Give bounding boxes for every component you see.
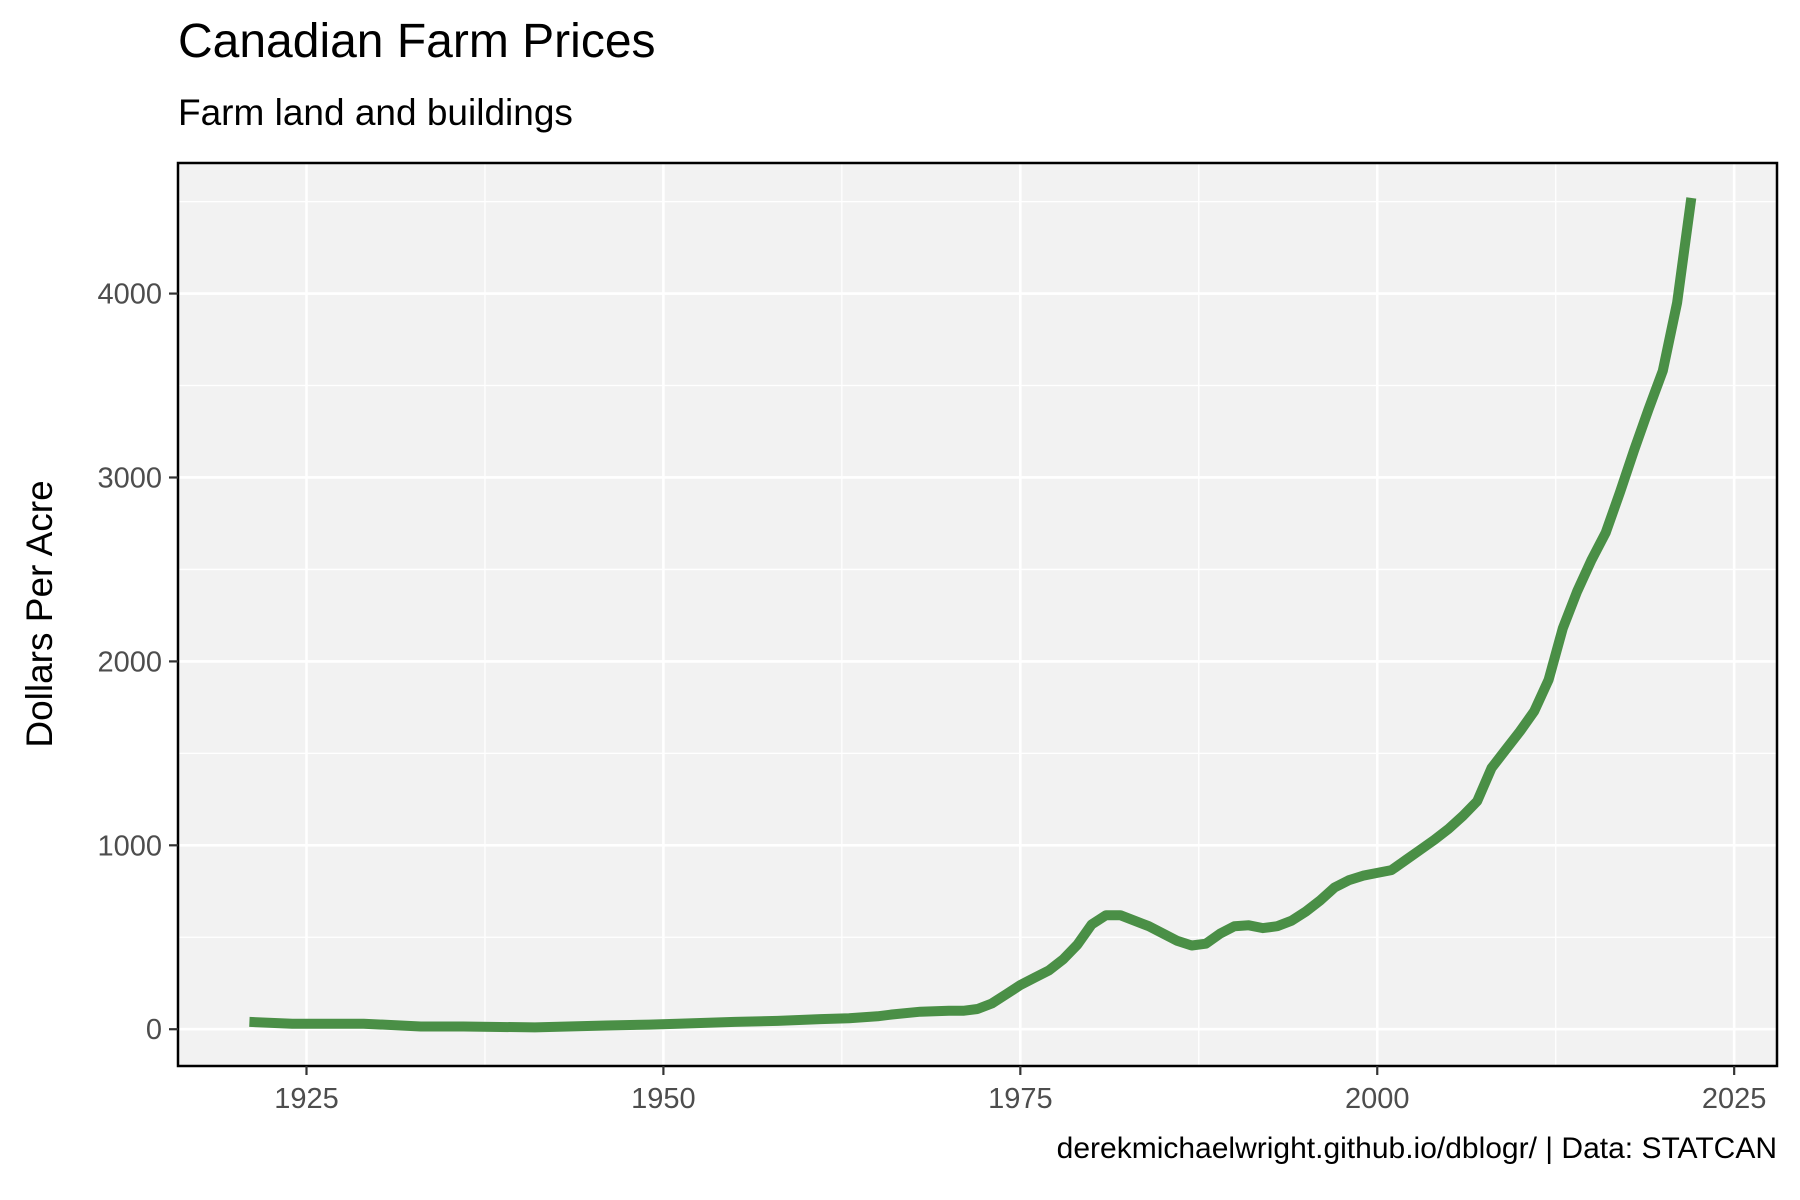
series-line bbox=[249, 197, 1697, 1033]
y-axis: 0 1000 2000 3000 4000 bbox=[97, 279, 178, 1046]
plot-panel bbox=[178, 163, 1777, 1066]
y-axis-label: Dollars Per Acre bbox=[19, 480, 60, 747]
x-tick-label: 1975 bbox=[988, 1083, 1053, 1115]
x-axis: 1925 1950 1975 2000 2025 bbox=[274, 1066, 1766, 1115]
y-tick-label: 2000 bbox=[97, 646, 162, 678]
plot-border bbox=[176, 161, 1779, 1068]
x-tick-label: 1950 bbox=[631, 1083, 696, 1115]
chart-subtitle: Farm land and buildings bbox=[178, 92, 573, 133]
y-tick-label: 0 bbox=[146, 1014, 162, 1046]
x-tick-label: 2025 bbox=[1702, 1083, 1767, 1115]
y-tick-label: 3000 bbox=[97, 462, 162, 494]
series-layer bbox=[249, 197, 1697, 1033]
y-tick-label: 4000 bbox=[97, 279, 162, 311]
x-tick-label: 2000 bbox=[1345, 1083, 1410, 1115]
y-tick-label: 1000 bbox=[97, 830, 162, 862]
chart-title: Canadian Farm Prices bbox=[178, 15, 656, 68]
minor-gridlines bbox=[178, 163, 1777, 1066]
source-caption: derekmichaelwright.github.io/dblogr/ | D… bbox=[1056, 1132, 1777, 1165]
x-tick-label: 1925 bbox=[274, 1083, 339, 1115]
